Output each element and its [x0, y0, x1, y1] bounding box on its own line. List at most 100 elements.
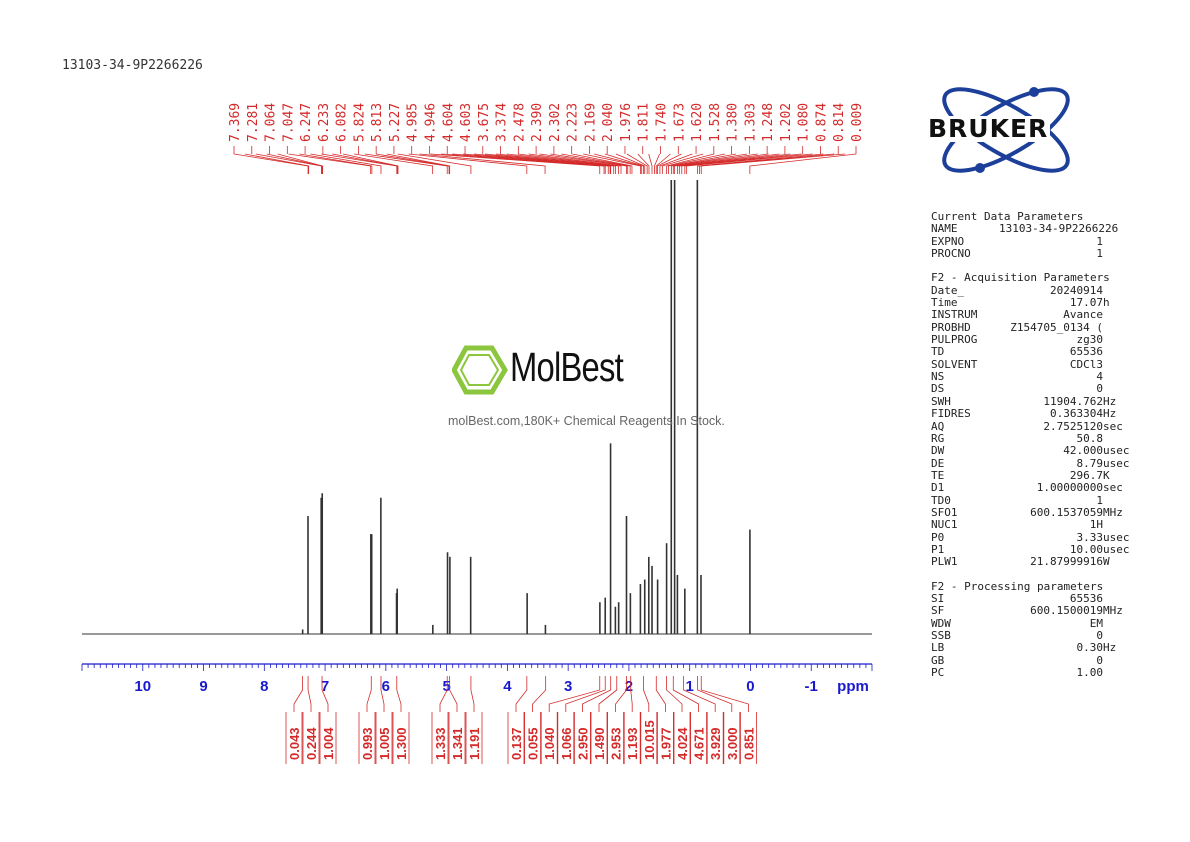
peak-connector	[594, 153, 643, 174]
peak-connector	[277, 153, 324, 174]
param-key: TE	[931, 468, 945, 482]
x-tick-label: 2	[625, 678, 633, 695]
peak-shift-label: 1.380	[726, 103, 741, 142]
param-key: PLW1	[931, 555, 958, 569]
param-key: SWH	[931, 394, 951, 408]
integral-value-label: 4.671	[692, 727, 707, 760]
param-value: 1	[1096, 247, 1103, 261]
integral-connector	[630, 676, 633, 712]
x-tick-label: -1	[805, 678, 818, 695]
param-value: Avance	[1063, 308, 1103, 322]
integral-value-label: 2.950	[575, 727, 590, 760]
peak-connector	[686, 153, 813, 174]
sample-id-title: 13103-34-9P2266226	[62, 58, 203, 73]
param-row-p0: P0 3.33 usec	[931, 530, 1139, 544]
param-unit	[1103, 309, 1139, 321]
peak-shift-label: 4.946	[423, 103, 438, 142]
param-row-instrum: INSTRUM Avance	[931, 308, 1139, 322]
peak-connector	[310, 153, 382, 174]
param-row-gb: GB 0	[931, 654, 1139, 667]
spectrum-group	[82, 180, 872, 635]
param-value: 17.07	[1069, 296, 1103, 310]
param-value: 3.33	[1076, 530, 1104, 544]
integral-value-label: 10.015	[642, 720, 657, 760]
param-value: 1H	[1089, 518, 1103, 532]
param-value: 8.79	[1076, 456, 1104, 470]
param-key: PROCNO	[931, 247, 971, 261]
param-key: TD	[931, 345, 945, 359]
peak-shift-label: 3.374	[495, 103, 510, 142]
parameter-panel: Current Data Parameters NAME 13103-34-9P2…	[931, 210, 1139, 679]
peak-shift-label: 4.604	[441, 103, 456, 142]
param-value: CDCl3	[1069, 357, 1103, 371]
peak-connector	[528, 153, 622, 174]
peak-shift-label: 2.223	[566, 103, 581, 142]
acquisition-params-title: F2 - Acquisition Parameters	[931, 271, 1110, 285]
param-value: 2.7525120	[1043, 419, 1103, 433]
integral-value-label: 3.929	[708, 727, 723, 760]
integral-value-label: 2.953	[609, 727, 624, 760]
peak-connector	[615, 153, 646, 174]
bruker-logo: BRUKER	[918, 82, 1098, 178]
peak-connector	[672, 153, 747, 174]
param-key: DW	[931, 444, 945, 458]
param-value: 4	[1096, 370, 1103, 384]
peak-shift-label: 6.247	[299, 103, 314, 142]
integral-connector	[615, 676, 627, 712]
integral-connector	[683, 676, 716, 712]
param-row-ns: NS 4	[931, 370, 1139, 384]
integral-value-label: 0.993	[360, 727, 375, 760]
peak-shift-label: 2.390	[530, 103, 545, 142]
x-tick-label: 1	[686, 678, 694, 695]
param-key: D1	[931, 481, 945, 495]
peak-shift-label: 1.740	[655, 103, 670, 142]
param-value: 0.30	[1076, 641, 1104, 655]
param-unit: usec	[1103, 456, 1130, 470]
x-tick-label: 9	[199, 678, 207, 695]
peak-connector	[659, 153, 693, 174]
integral-connector	[700, 676, 749, 712]
param-value: 11904.762	[1043, 394, 1103, 408]
peak-shift-label: 1.303	[743, 103, 758, 142]
param-key: EXPNO	[931, 234, 965, 248]
param-key: Time	[931, 296, 958, 310]
param-unit: usec	[1103, 530, 1130, 544]
param-row-nuc1: NUC1 1H	[931, 518, 1139, 532]
x-tick-label: 3	[564, 678, 572, 695]
param-unit: K	[1103, 468, 1110, 482]
current-params-title: Current Data Parameters	[931, 210, 1084, 223]
integral-connector	[439, 676, 448, 712]
peak-shift-label: 5.824	[352, 103, 367, 142]
param-row-te: TE 296.7 K	[931, 468, 1139, 482]
x-tick-label: 7	[321, 678, 329, 695]
x-tick-label: 4	[503, 678, 512, 695]
peak-connector-group	[233, 146, 857, 174]
param-unit	[1103, 655, 1139, 667]
x-tick-label: 8	[260, 678, 268, 695]
param-unit	[1103, 519, 1139, 531]
param-value: 0.363304	[1050, 407, 1103, 421]
peak-connector	[637, 153, 650, 174]
peak-shift-label: 1.620	[690, 103, 705, 142]
peak-shift-label: 4.603	[459, 103, 474, 142]
param-row-p1: P1 10.00 usec	[931, 543, 1139, 556]
peak-shift-label: 2.040	[601, 103, 616, 142]
peak-shift-label: 0.814	[832, 103, 847, 142]
param-key: SI	[931, 591, 945, 605]
peak-connector	[604, 153, 644, 174]
x-tick-label: 0	[746, 678, 754, 695]
peak-connector	[654, 153, 660, 174]
param-value: 65536	[1069, 345, 1103, 359]
param-key: FIDRES	[931, 407, 971, 421]
param-value: 1.00000000	[1036, 481, 1103, 495]
integral-connector	[582, 676, 612, 712]
param-key: NAME	[931, 222, 958, 236]
integral-value-label: 1.490	[592, 727, 607, 760]
integral-connector	[380, 676, 385, 712]
peak-shift-label: 1.080	[797, 103, 812, 142]
x-axis-label: ppm	[837, 678, 869, 695]
peak-connector	[419, 153, 546, 174]
peak-connector	[661, 153, 704, 174]
integral-value-label: 1.300	[394, 727, 409, 760]
peak-shift-label: 1.248	[761, 103, 776, 142]
